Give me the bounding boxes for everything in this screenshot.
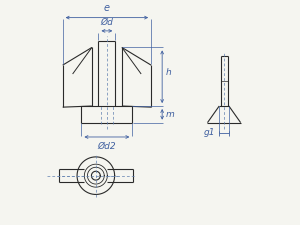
Text: m: m [166, 110, 175, 119]
Text: e: e [104, 3, 110, 13]
Text: Ød: Ød [100, 18, 113, 27]
Text: Ød2: Ød2 [98, 142, 116, 151]
Text: h: h [166, 68, 172, 77]
Text: g1: g1 [203, 128, 215, 137]
